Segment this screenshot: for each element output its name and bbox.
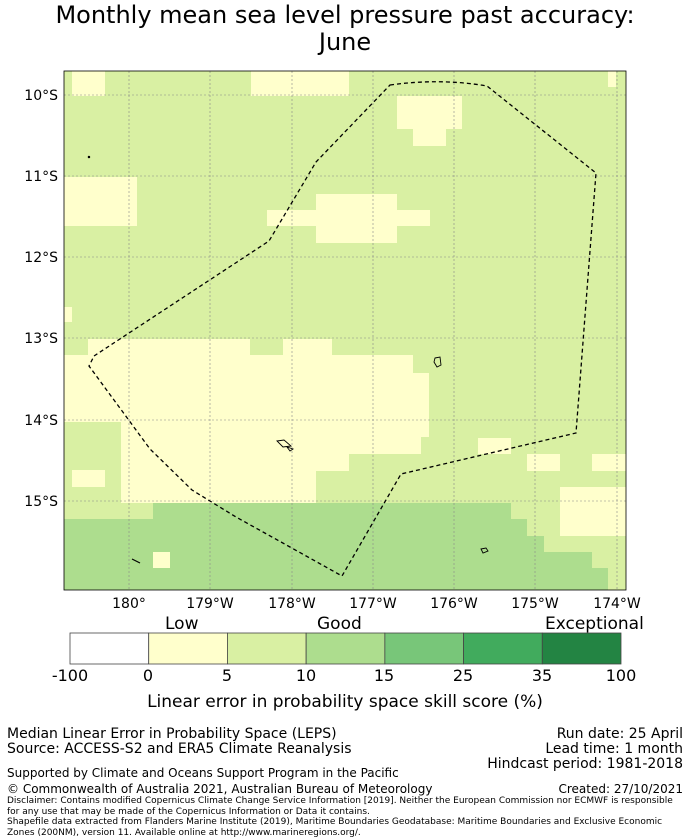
skill-map: 10°S 11°S 12°S 13°S 14°S 15°S 180° 179°W… bbox=[24, 70, 641, 665]
lat-label: 12°S bbox=[24, 250, 58, 266]
map-frame bbox=[63, 70, 627, 591]
lon-label: 175°W bbox=[511, 596, 559, 612]
cbar-tick: 15 bbox=[373, 666, 395, 685]
copyright-text: © Commonwealth of Australia 2021, Austra… bbox=[7, 782, 433, 796]
eez-boundary bbox=[88, 81, 597, 577]
lon-label: 177°W bbox=[349, 596, 397, 612]
good-skill-regions bbox=[64, 503, 608, 590]
cbar-tick: -100 bbox=[51, 666, 89, 685]
disclaimer-block: Disclaimer: Contains modified Copernicus… bbox=[7, 796, 677, 838]
category-exceptional: Exceptional bbox=[545, 614, 644, 634]
island-1 bbox=[433, 356, 442, 368]
colorbar-segment bbox=[541, 632, 622, 665]
cbar-tick: 10 bbox=[295, 666, 317, 685]
island-6 bbox=[87, 155, 91, 159]
cbar-tick: 0 bbox=[142, 666, 154, 685]
chart-title: Monthly mean sea level pressure past acc… bbox=[0, 2, 690, 56]
category-good: Good bbox=[317, 614, 362, 634]
cbar-tick: 100 bbox=[605, 666, 637, 685]
lead-time: Lead time: 1 month bbox=[545, 741, 683, 757]
lon-labels: 180° 179°W 178°W 177°W 176°W 175°W 174°W bbox=[112, 596, 641, 612]
lon-label: 179°W bbox=[186, 596, 234, 612]
hindcast-period: Hindcast period: 1981-2018 bbox=[487, 756, 683, 772]
cbar-tick: 35 bbox=[531, 666, 553, 685]
category-low: Low bbox=[165, 614, 199, 634]
title-line-2: June bbox=[318, 28, 372, 56]
lat-label: 14°S bbox=[24, 413, 58, 429]
colorbar bbox=[69, 632, 622, 665]
colorbar-segment bbox=[305, 632, 386, 665]
colorbar-segment bbox=[384, 632, 464, 665]
run-date: Run date: 25 April bbox=[556, 726, 683, 742]
lat-label: 11°S bbox=[24, 169, 58, 185]
small-low-cell bbox=[153, 552, 170, 568]
island-5 bbox=[131, 558, 141, 564]
cbar-tick: 5 bbox=[221, 666, 233, 685]
source-text: Source: ACCESS-S2 and ERA5 Climate Reana… bbox=[7, 741, 352, 757]
lon-label: 178°W bbox=[268, 596, 316, 612]
island-3 bbox=[285, 446, 295, 452]
islands bbox=[87, 155, 489, 564]
lat-label: 10°S bbox=[24, 88, 58, 104]
lon-label: 176°W bbox=[430, 596, 478, 612]
created-date: Created: 27/10/2021 bbox=[558, 782, 683, 796]
colorbar-segment bbox=[463, 632, 543, 665]
low-skill-regions bbox=[64, 71, 626, 536]
lat-label: 13°S bbox=[24, 331, 58, 347]
lon-label: 180° bbox=[112, 596, 146, 612]
colorbar-segment bbox=[148, 632, 228, 665]
colorbar-segment bbox=[227, 632, 307, 665]
leps-description: Median Linear Error in Probability Space… bbox=[7, 726, 337, 742]
lon-label: 174°W bbox=[593, 596, 641, 612]
lat-labels: 10°S 11°S 12°S 13°S 14°S 15°S bbox=[24, 88, 58, 510]
disclaimer-text: Disclaimer: Contains modified Copernicus… bbox=[7, 796, 673, 817]
support-text: Supported by Climate and Oceans Support … bbox=[7, 766, 399, 780]
lat-label: 15°S bbox=[24, 494, 58, 510]
gridlines bbox=[64, 71, 626, 590]
island-4 bbox=[480, 547, 489, 554]
colorbar-label: Linear error in probability space skill … bbox=[147, 692, 543, 712]
shapefile-credit: Shapefile data extracted from Flanders M… bbox=[7, 817, 663, 838]
colorbar-segment bbox=[69, 632, 150, 665]
title-line-1: Monthly mean sea level pressure past acc… bbox=[55, 1, 635, 29]
island-2 bbox=[276, 439, 293, 448]
cbar-tick: 25 bbox=[452, 666, 474, 685]
